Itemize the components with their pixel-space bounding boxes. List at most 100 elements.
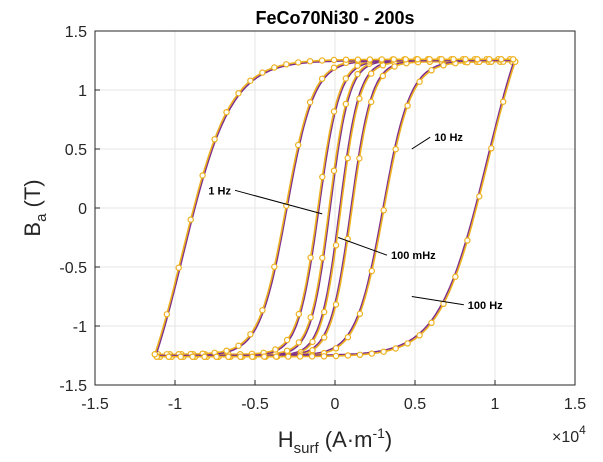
measured-point xyxy=(379,72,387,80)
annotation-line xyxy=(338,237,388,256)
x-tick-label: 0.5 xyxy=(404,396,426,413)
measured-point xyxy=(366,56,374,63)
measured-point xyxy=(330,108,338,115)
measured-point xyxy=(163,311,170,318)
measured-point xyxy=(414,56,421,63)
measured-point xyxy=(165,353,172,360)
measured-point xyxy=(488,145,495,152)
measured-point xyxy=(500,98,507,105)
y-tick-label: 1 xyxy=(78,83,87,100)
y-axis-label: Ba (T) xyxy=(20,179,50,236)
measured-point xyxy=(249,353,256,360)
measured-point xyxy=(462,56,469,63)
measured-point xyxy=(151,351,158,358)
y-tick-label: 0 xyxy=(78,201,87,218)
measured-point xyxy=(320,353,328,360)
measured-point xyxy=(332,301,340,308)
measured-point xyxy=(440,62,447,69)
measured-point xyxy=(330,64,338,71)
x-axis-multiplier-exp: 4 xyxy=(579,423,586,437)
x-axis-multiplier-base: ×10 xyxy=(552,429,579,446)
measured-point xyxy=(175,264,182,271)
measured-point xyxy=(498,56,505,63)
measured-point xyxy=(510,56,517,63)
measured-point xyxy=(368,98,375,106)
measured-point xyxy=(261,353,268,360)
measured-point xyxy=(271,64,278,71)
measured-point xyxy=(307,254,314,261)
measured-point xyxy=(213,353,220,360)
y-axis-label-main: B xyxy=(20,222,45,237)
ticks: -1.5 -1 -0.5 0 0.5 1 1.5 -1.5 -1 -0.5 0 0.5 1 1.5 xyxy=(59,24,586,413)
measured-point xyxy=(330,167,338,174)
measured-point xyxy=(344,334,352,341)
measured-point xyxy=(428,319,435,326)
measured-point xyxy=(211,136,218,143)
measured-point xyxy=(237,353,244,360)
measured-point xyxy=(356,155,363,162)
measured-point xyxy=(309,338,316,346)
x-tick-label: 1.5 xyxy=(564,396,586,413)
x-tick-label: -0.5 xyxy=(241,396,269,413)
x-axis-label: Hsurf (A·m-1) xyxy=(278,425,392,457)
measured-point xyxy=(285,353,292,360)
x-tick-label: -1.5 xyxy=(81,396,109,413)
measured-point xyxy=(356,310,364,317)
annotation-label: 100 Hz xyxy=(468,300,503,312)
measured-point xyxy=(295,59,302,66)
measured-point xyxy=(225,353,232,360)
y-axis-label-sub: a xyxy=(33,213,50,222)
y-tick-label: 0.5 xyxy=(65,142,87,159)
measured-point xyxy=(450,56,457,63)
measured-point xyxy=(428,67,435,74)
annotations: 10 Hz 1 Hz 100 mHz 100 Hz xyxy=(208,132,503,312)
measured-point xyxy=(199,172,206,179)
measured-point xyxy=(354,70,361,78)
measured-point xyxy=(332,352,340,360)
measured-point xyxy=(486,56,493,63)
measured-point xyxy=(223,347,230,354)
measured-point xyxy=(295,339,302,346)
measured-point xyxy=(223,108,230,116)
measured-point xyxy=(235,342,242,349)
measured-point xyxy=(271,263,278,270)
measured-point xyxy=(380,348,387,355)
measured-point xyxy=(380,207,387,214)
x-axis-label-sub: surf xyxy=(294,440,320,457)
x-axis-label-unit: (A·m xyxy=(319,427,373,452)
x-axis-multiplier: ×104 xyxy=(552,423,586,446)
y-tick-label: -1 xyxy=(73,319,87,336)
measured-point xyxy=(235,89,242,97)
measured-point xyxy=(187,216,194,223)
measured-point xyxy=(318,57,326,64)
measured-point xyxy=(319,254,326,262)
x-tick-label: 1 xyxy=(491,396,500,413)
measured-point xyxy=(259,69,266,76)
measured-point xyxy=(318,75,326,83)
measured-point xyxy=(354,56,362,63)
measured-point xyxy=(368,267,375,275)
measured-point xyxy=(354,62,361,70)
measured-point xyxy=(273,353,280,360)
annotation-label: 100 mHz xyxy=(391,250,436,262)
measured-point xyxy=(307,314,314,321)
measured-point xyxy=(247,331,254,338)
x-tick-label: -1 xyxy=(168,396,182,413)
measured-point xyxy=(321,334,328,341)
measured-point xyxy=(332,345,340,352)
measured-point xyxy=(308,353,316,360)
y-tick-label: -1.5 xyxy=(59,378,87,395)
measured-point xyxy=(344,352,352,359)
measured-point xyxy=(296,353,304,360)
measured-point xyxy=(330,56,338,64)
x-axis-label-main: H xyxy=(278,427,294,452)
measured-point xyxy=(426,56,433,63)
measured-point xyxy=(452,273,459,280)
measured-point xyxy=(177,353,184,360)
measured-point xyxy=(438,56,445,63)
measured-point xyxy=(306,98,314,106)
measured-point xyxy=(416,332,423,339)
measured-point xyxy=(259,307,266,314)
measured-point xyxy=(283,61,290,68)
